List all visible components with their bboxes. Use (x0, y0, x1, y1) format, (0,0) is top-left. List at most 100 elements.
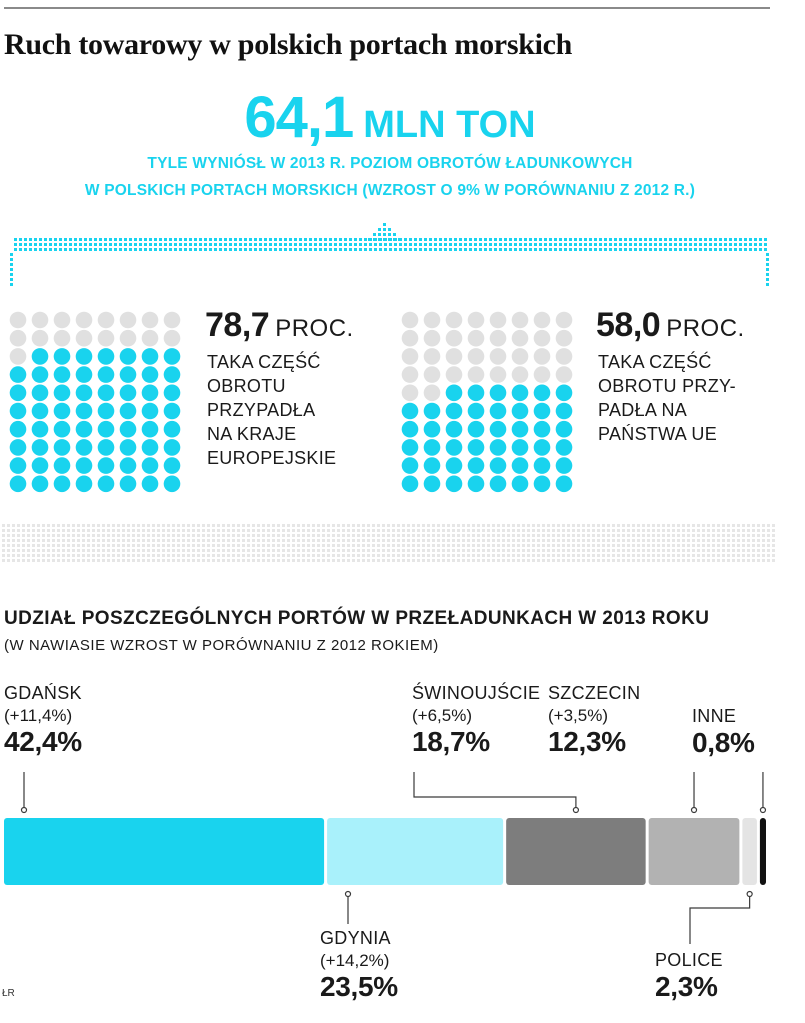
divider-dot (637, 549, 640, 552)
divider-dot (232, 554, 235, 557)
brace-dot (49, 248, 52, 251)
brace-dot (664, 248, 667, 251)
divider-dot (337, 554, 340, 557)
divider-dot (227, 544, 230, 547)
divider-dot (327, 554, 330, 557)
divider-dot (62, 554, 65, 557)
brace-dot (364, 238, 367, 241)
brace-dot (359, 248, 362, 251)
divider-dot (437, 544, 440, 547)
brace-dot (79, 248, 82, 251)
filled-dot (97, 348, 115, 365)
divider-dot (17, 524, 20, 527)
brace-dot (44, 248, 47, 251)
divider-dot (312, 524, 315, 527)
divider-dot (407, 549, 410, 552)
divider-dot (392, 529, 395, 532)
divider-dot (352, 534, 355, 537)
divider-dot (57, 549, 60, 552)
divider-dot (137, 559, 140, 562)
brace-dot (19, 243, 22, 246)
divider-dot (242, 524, 245, 527)
brace-dot (734, 238, 737, 241)
empty-dot (97, 329, 115, 347)
brace-dot (444, 248, 447, 251)
divider-dot (587, 529, 590, 532)
divider-dot (192, 554, 195, 557)
divider-dot (142, 549, 145, 552)
divider-dot (727, 534, 730, 537)
description-line: OBROTU (207, 376, 286, 396)
divider-dot (412, 539, 415, 542)
divider-dot (267, 529, 270, 532)
divider-dot (422, 554, 425, 557)
brace-dot (24, 248, 27, 251)
divider-dot (247, 524, 250, 527)
divider-dot (447, 524, 450, 527)
divider-dot (357, 554, 360, 557)
divider-dot (512, 554, 515, 557)
empty-dot (423, 366, 441, 383)
divider-dot (17, 544, 20, 547)
divider-dot (507, 549, 510, 552)
brace-dot (764, 238, 767, 241)
brace-dot (604, 243, 607, 246)
brace-dot (10, 263, 13, 266)
divider-dot (192, 534, 195, 537)
divider-dot (427, 539, 430, 542)
divider-dot (177, 549, 180, 552)
divider-dot (262, 559, 265, 562)
divider-dot (517, 554, 520, 557)
brace-dot (249, 238, 252, 241)
bar-segment (327, 818, 504, 885)
brace-dot (644, 238, 647, 241)
divider-dot (27, 524, 30, 527)
divider-dot (237, 559, 240, 562)
divider-dot (237, 529, 240, 532)
brace-dot (619, 243, 622, 246)
brace-dot (354, 243, 357, 246)
filled-dot (489, 457, 507, 474)
divider-dot (22, 559, 25, 562)
divider-dot (462, 544, 465, 547)
divider-dot (437, 554, 440, 557)
divider-dot (647, 534, 650, 537)
divider-dot (337, 539, 340, 542)
brace-dot (634, 243, 637, 246)
brace-dot (424, 243, 427, 246)
divider-dot (117, 539, 120, 542)
divider-dot (652, 539, 655, 542)
divider-dot (312, 544, 315, 547)
description-line: TAKA CZĘŚĆ (598, 352, 712, 372)
divider-dot (507, 524, 510, 527)
divider-dot (162, 529, 165, 532)
brace-dot (383, 223, 386, 226)
divider-dot (582, 549, 585, 552)
brace-dot (374, 243, 377, 246)
divider-dot (282, 534, 285, 537)
divider-dot (772, 554, 775, 557)
divider-dot (772, 544, 775, 547)
divider-dot (657, 549, 660, 552)
divider-dot (517, 539, 520, 542)
brace-dot (124, 243, 127, 246)
divider-dot (522, 549, 525, 552)
port-label-1: GDYNIA (+14,2%) 23,5% (320, 928, 398, 1003)
divider-dot (572, 554, 575, 557)
share-europe-description: TAKA CZĘŚĆ OBROTU PRZYPADŁA NA KRAJE EUR… (207, 350, 377, 470)
brace-dot (679, 238, 682, 241)
divider-dot (37, 539, 40, 542)
divider-dot (697, 549, 700, 552)
divider-dot (512, 549, 515, 552)
brace-dot (429, 243, 432, 246)
divider-dot (342, 534, 345, 537)
divider-dot (702, 539, 705, 542)
divider-dot (42, 559, 45, 562)
divider-dot (672, 524, 675, 527)
divider-dot (107, 544, 110, 547)
divider-dot (477, 554, 480, 557)
divider-dot (722, 559, 725, 562)
divider-dot (247, 549, 250, 552)
divider-dot (532, 539, 535, 542)
filled-dot (533, 475, 551, 493)
